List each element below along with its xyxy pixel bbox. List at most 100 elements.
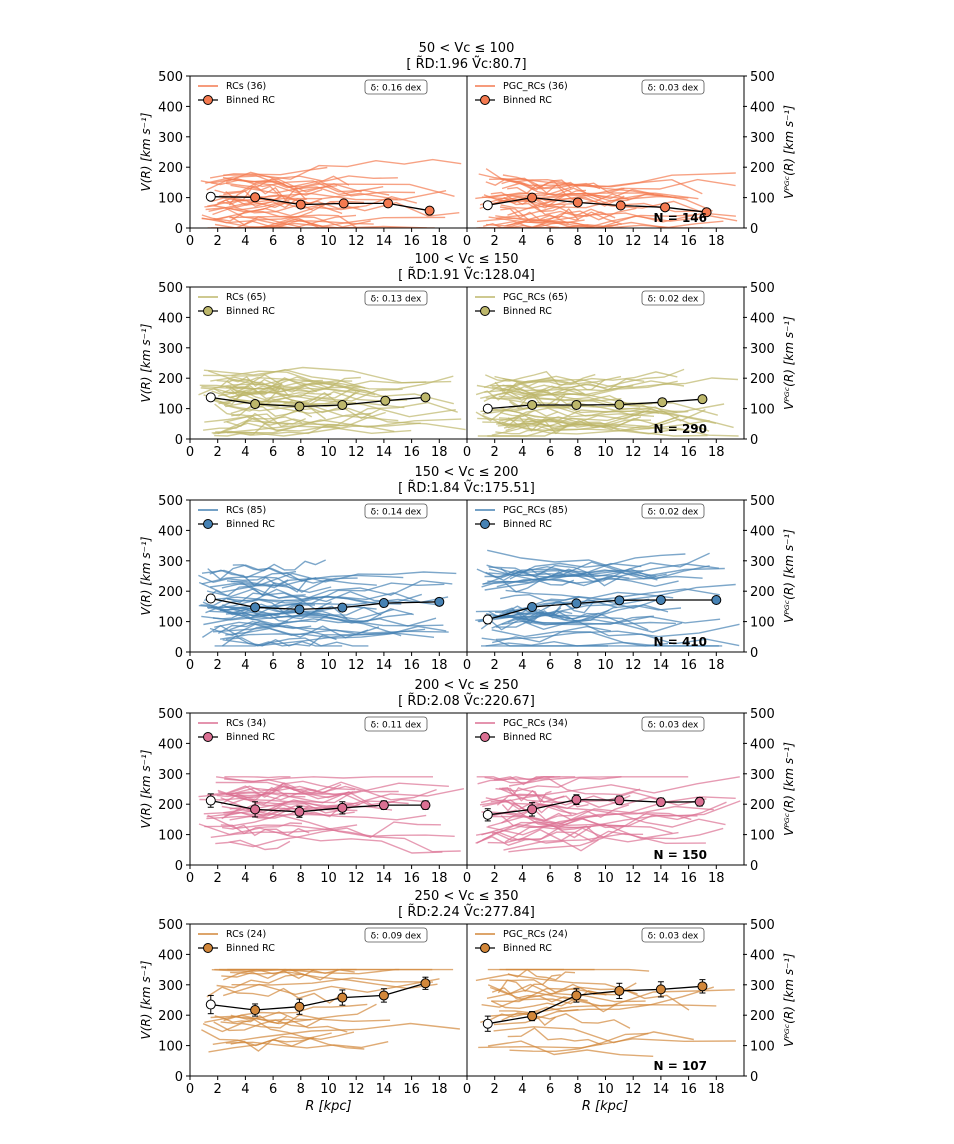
x-tick-label: 0 [463,871,471,886]
rc-curve [215,839,291,851]
y-tick-label-left: 100 [158,403,183,418]
binned-point [657,397,668,408]
rc-curve [476,212,738,223]
rc-curve [207,198,460,217]
rc-curve [488,566,703,581]
rc-curve [220,822,303,835]
y-tick-label-right: 0 [750,646,758,661]
y-axis-label-right: Vᴾᴳᶜ(R) [km s⁻¹] [782,529,796,623]
rc-curve [206,579,453,603]
legend-binned-marker [203,306,213,316]
y-tick-label-left: 200 [158,1009,183,1024]
delta-label: δ: 0.02 dex [648,508,699,518]
rc-curve [488,192,707,213]
rc-curve [213,1017,322,1032]
legend-binned-marker [480,306,490,316]
x-tick-label: 18 [431,1082,448,1097]
binned-point [250,602,261,613]
delta-label: δ: 0.03 dex [648,84,699,94]
panel-frame [466,712,745,866]
binned-point [711,595,722,606]
chart-subtitle: [ R̃D:2.24 Ṽc:277.84] [398,904,535,920]
rc-curve [210,214,357,228]
rc-curve [230,971,438,990]
x-tick-label: 8 [574,658,582,673]
rc-curve [201,575,377,593]
x-tick-label: 2 [214,234,222,249]
rc-curve [226,407,326,427]
y-tick-label-left: 100 [158,829,183,844]
chart-row-3: 150 < Vc ≤ 200[ R̃D:1.84 Ṽc:175.51] V(R)… [139,465,796,673]
x-tick-label: 10 [597,871,614,886]
rc-curves [475,368,739,437]
y-tick-label-left: 100 [158,616,183,631]
n-count-label: N = 150 [653,848,707,862]
rc-curve [201,1029,365,1050]
rc-curve [221,635,343,647]
x-tick-label: 6 [269,871,277,886]
x-tick-label: 14 [653,234,670,249]
y-tick-label-left: 200 [158,161,183,176]
y-tick-label-right: 300 [750,979,775,994]
rc-curve [206,986,346,1004]
rc-curve [202,1003,377,1033]
binned-rc-line [210,799,426,813]
rc-curve [200,384,332,400]
rc-curve [231,977,434,986]
rc-curve [206,606,394,620]
binned-point [250,1005,261,1016]
panel-left: 0 2 4 6 8 10 12 14 16 18 RCs (24) Binned RC δ: 0.09 … [186,923,468,1097]
delta-box [641,79,705,95]
rc-curve [220,786,306,805]
binned-rc-line [210,396,426,408]
binned-point [694,796,705,807]
y-tick-label-left: 500 [158,494,183,509]
panel-frame [466,75,745,229]
y-tick-label-right: 100 [750,829,775,844]
rc-curve [485,380,685,400]
rc-curve [224,776,291,779]
y-tick-label-left: 300 [158,342,183,357]
rc-curve [489,384,585,397]
x-tick-label: 16 [403,871,420,886]
y-tick-label-left: 300 [158,131,183,146]
x-tick-label: 14 [376,234,393,249]
binned-point [482,200,493,211]
rc-curve [493,777,641,796]
rc-curve [487,830,644,844]
binned-point [337,399,348,410]
x-tick-label: 14 [376,871,393,886]
y-tick-label-left: 0 [175,1070,183,1085]
rc-curve [486,800,741,836]
rc-curve [215,605,402,637]
x-tick-label: 2 [491,234,499,249]
x-tick-label: 0 [463,234,471,249]
binned-point [482,1018,493,1029]
x-tick-label: 0 [186,1082,194,1097]
x-tick-label: 0 [186,445,194,460]
panel-left: 0 2 4 6 8 10 12 14 16 18 RCs (85) Binned RC δ: 0.14 … [186,499,468,673]
chart-row-4: 200 < Vc ≤ 250[ R̃D:2.08 Ṽc:220.67] V(R)… [139,678,796,886]
legend-rc-label: RCs (36) [226,81,266,92]
y-axis-label-left: V(R) [km s⁻¹] [139,749,153,828]
x-tick-label: 10 [597,234,614,249]
chart-row-2: 100 < Vc ≤ 150[ R̃D:1.91 Ṽc:128.04] V(R)… [139,252,796,460]
x-tick-label: 8 [574,445,582,460]
rc-curve [205,207,358,228]
x-tick-label: 6 [546,1082,554,1097]
rc-curve [223,1003,368,1022]
rc-curve [230,785,437,801]
rc-curve [482,404,655,417]
binned-point [482,614,493,625]
x-tick-label: 18 [708,445,725,460]
rc-curves [200,158,462,228]
rc-curve [498,380,678,400]
x-tick-label: 14 [376,1082,393,1097]
y-tick-label-right: 300 [750,768,775,783]
rc-curve [214,634,337,647]
x-tick-label: 0 [463,445,471,460]
x-axis-label-right: R [kpc] [582,1099,628,1114]
binned-point [420,978,431,989]
rc-curve [216,776,356,791]
